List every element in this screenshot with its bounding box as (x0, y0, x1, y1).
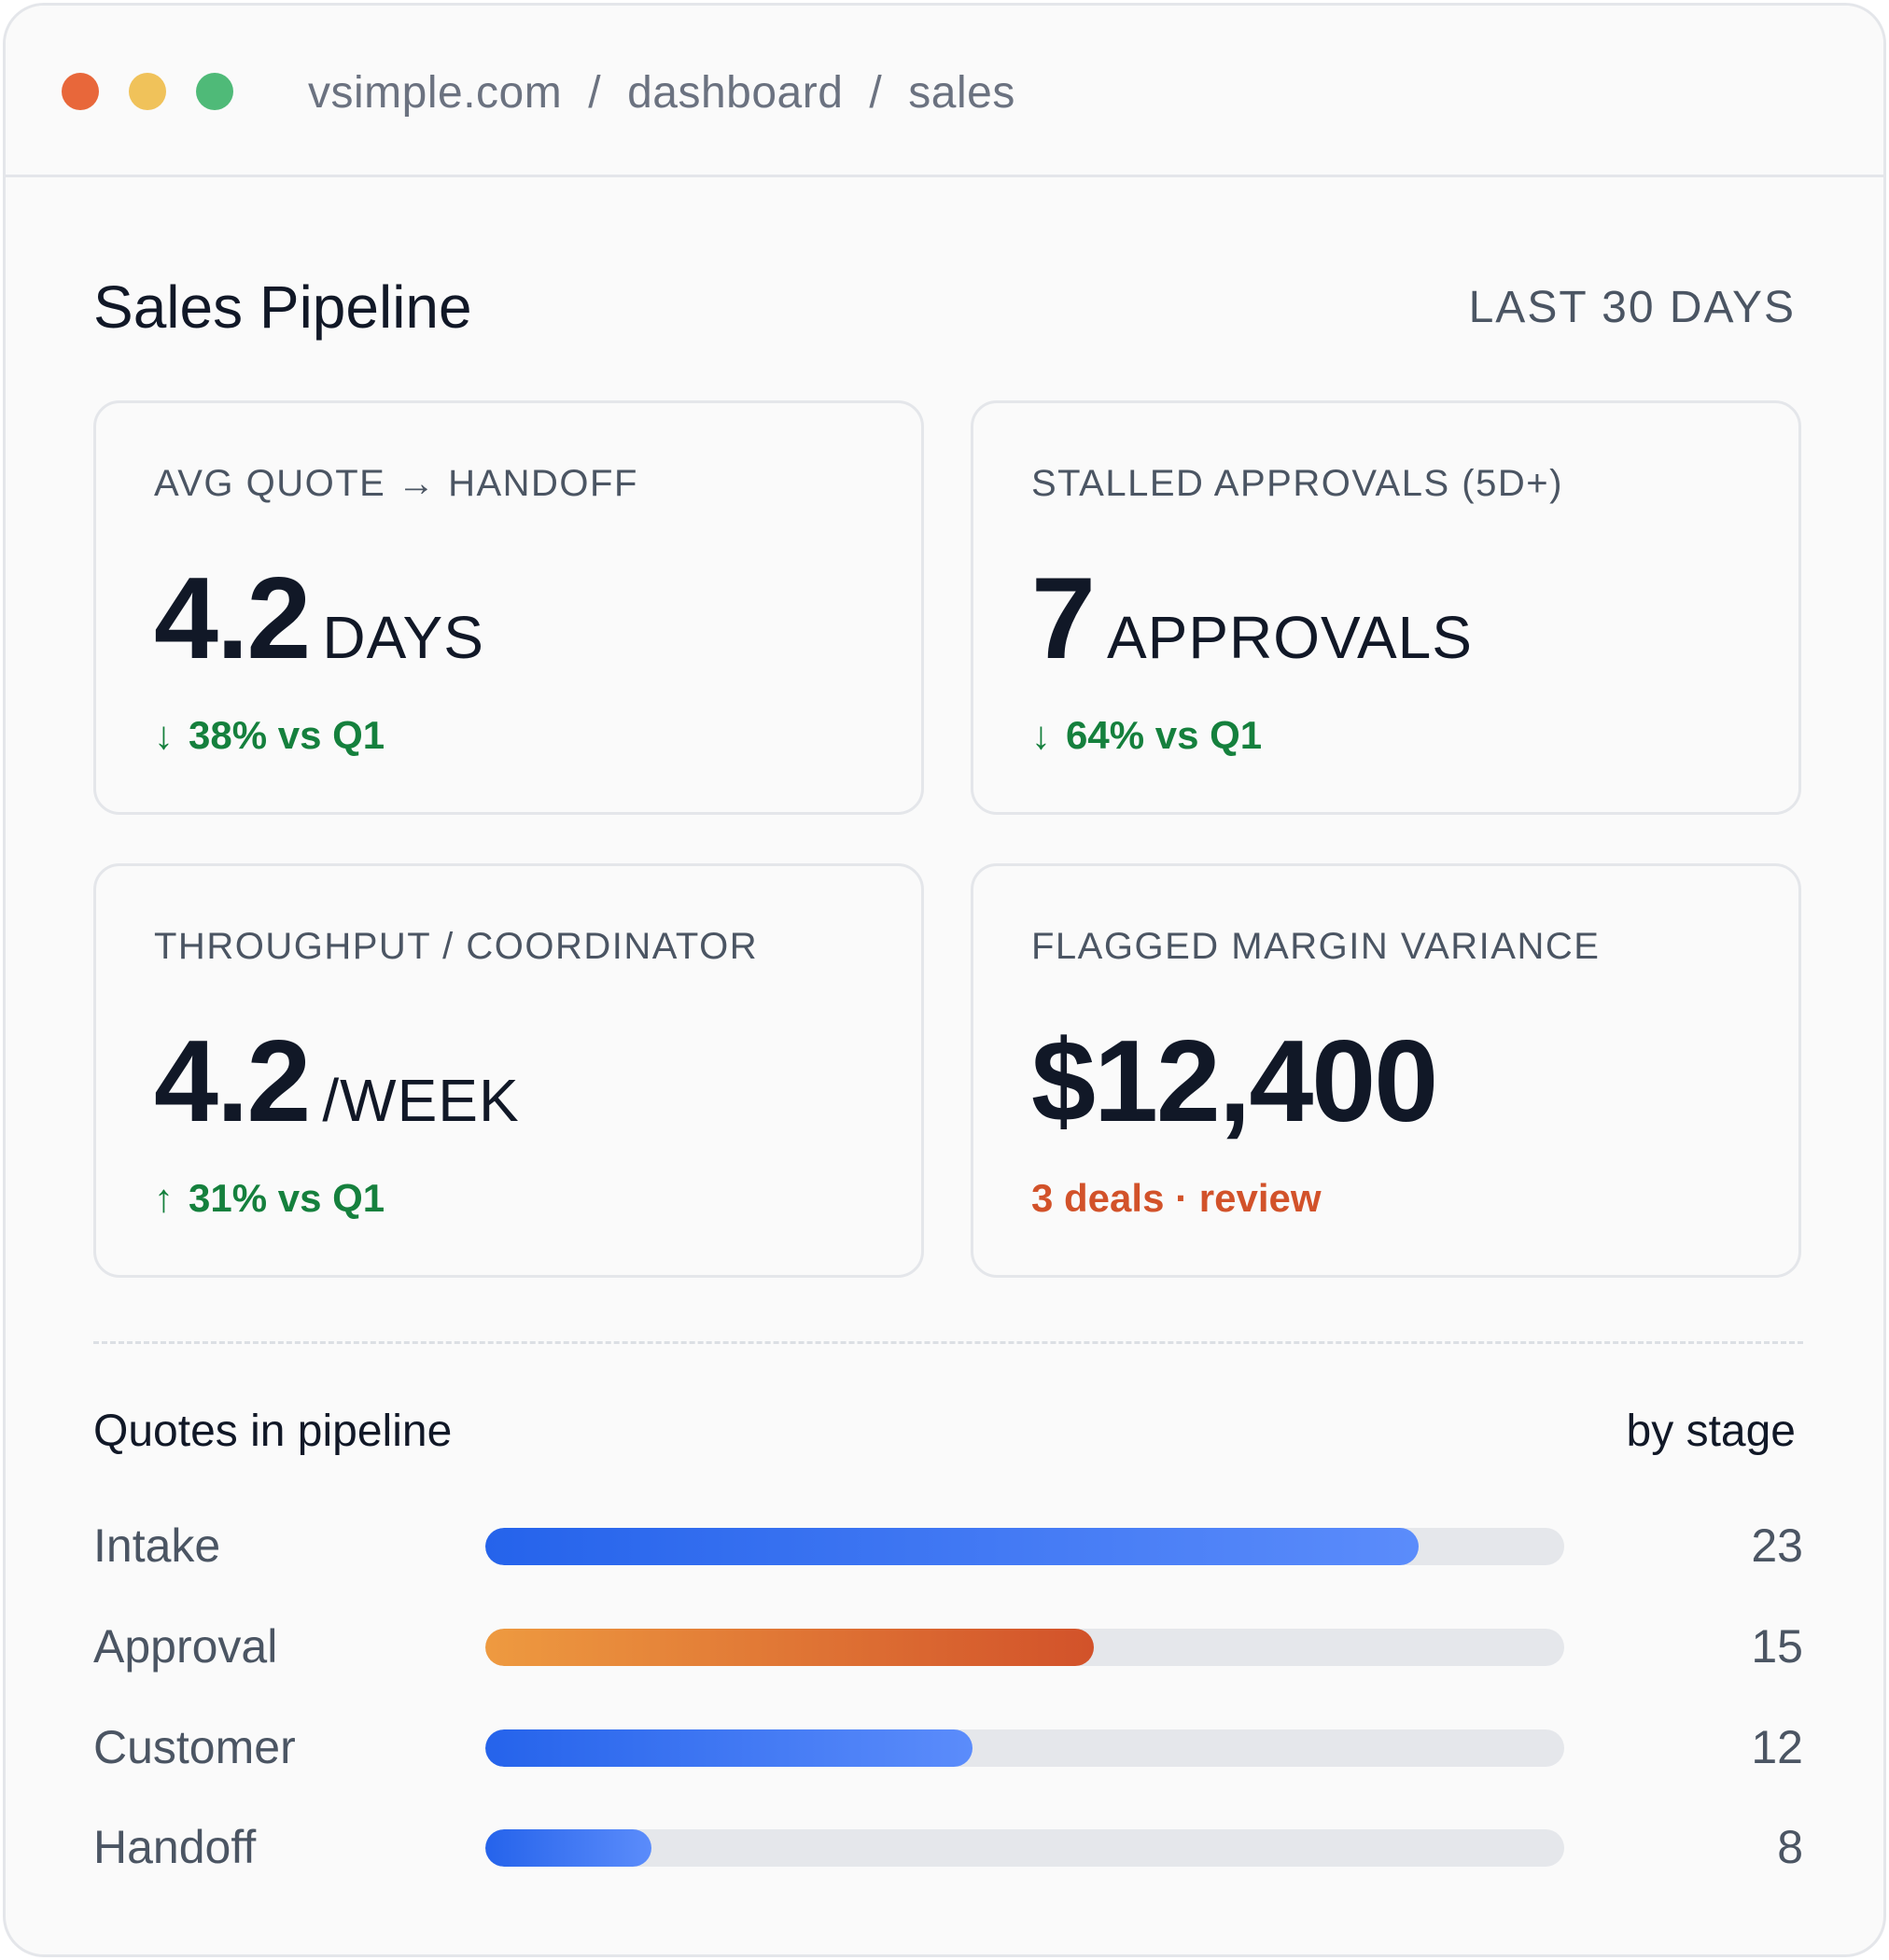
date-range-label[interactable]: LAST 30 DAYS (1468, 283, 1796, 332)
breadcrumb-separator: / (588, 68, 602, 118)
metric-unit: DAYS (322, 604, 484, 671)
stage-bar-track (485, 1629, 1564, 1666)
arrow-down-icon: ↓ (154, 713, 174, 757)
stage-bar-fill (485, 1528, 1419, 1565)
metric-value: $12,400 (1031, 1015, 1438, 1148)
metric-value: 4.2 DAYS (154, 553, 484, 685)
section-divider (93, 1341, 1803, 1344)
metric-number: 7 (1031, 554, 1096, 683)
stage-row-approval[interactable]: Approval 15 (93, 1610, 1803, 1685)
metric-trend[interactable]: 3 deals · review (1031, 1176, 1322, 1221)
stage-row-intake[interactable]: Intake 23 (93, 1509, 1803, 1584)
title-bar: vsimple.com / dashboard / sales (6, 6, 1883, 177)
metric-value: 4.2/WEEK (154, 1015, 520, 1148)
stage-label: Customer (93, 1721, 296, 1773)
metric-trend: ↑ 31% vs Q1 (154, 1176, 385, 1221)
stage-count: 23 (1751, 1519, 1803, 1572)
metric-trend-text: 64% vs Q1 (1066, 713, 1263, 757)
metric-unit: APPROVALS (1106, 604, 1473, 671)
stage-count: 8 (1777, 1821, 1803, 1873)
metric-card-throughput-coordinator[interactable]: THROUGHPUT / COORDINATOR 4.2/WEEK ↑ 31% v… (93, 863, 924, 1278)
metric-trend: ↓ 38% vs Q1 (154, 713, 385, 758)
stage-row-handoff[interactable]: Handoff 8 (93, 1811, 1803, 1885)
pipeline-grouping-label[interactable]: by stage (1626, 1407, 1796, 1456)
close-window-button[interactable] (62, 73, 99, 110)
minimize-window-button[interactable] (129, 73, 166, 110)
stage-bar-fill (485, 1729, 972, 1767)
metric-label: AVG QUOTE → HANDOFF (154, 463, 638, 504)
breadcrumb: vsimple.com / dashboard / sales (308, 67, 1015, 119)
stage-bar-fill (485, 1829, 652, 1867)
metric-trend-text: 31% vs Q1 (189, 1176, 385, 1220)
breadcrumb-separator: / (869, 68, 883, 118)
pipeline-title: Quotes in pipeline (93, 1407, 453, 1456)
metric-trend: ↓ 64% vs Q1 (1031, 713, 1262, 758)
breadcrumb-sales[interactable]: sales (908, 68, 1015, 118)
arrow-down-icon: ↓ (1031, 713, 1051, 757)
stage-row-customer[interactable]: Customer 12 (93, 1711, 1803, 1785)
stage-count: 15 (1751, 1620, 1803, 1673)
metric-label: THROUGHPUT / COORDINATOR (154, 926, 759, 967)
metric-card-avg-quote-handoff[interactable]: AVG QUOTE → HANDOFF 4.2 DAYS ↓ 38% vs Q1 (93, 400, 924, 815)
metric-trend-text: 38% vs Q1 (189, 713, 385, 757)
metric-card-flagged-margin-variance[interactable]: FLAGGED MARGIN VARIANCE $12,400 3 deals … (971, 863, 1801, 1278)
stage-count: 12 (1751, 1721, 1803, 1773)
breadcrumb-dashboard[interactable]: dashboard (627, 68, 844, 118)
stage-bar-fill (485, 1629, 1094, 1666)
breadcrumb-domain[interactable]: vsimple.com (308, 68, 563, 118)
browser-window: vsimple.com / dashboard / sales Sales Pipeli… (3, 3, 1886, 1957)
page-title: Sales Pipeline (93, 273, 472, 341)
metric-unit: /WEEK (322, 1067, 520, 1134)
stage-bar-track (485, 1829, 1564, 1867)
arrow-up-icon: ↑ (154, 1176, 174, 1220)
stage-bar-track (485, 1729, 1564, 1767)
zoom-window-button[interactable] (196, 73, 233, 110)
metric-label: FLAGGED MARGIN VARIANCE (1031, 926, 1601, 967)
stage-label: Intake (93, 1519, 221, 1572)
metric-number: $12,400 (1031, 1017, 1438, 1146)
metric-number: 4.2 (154, 1017, 311, 1146)
stage-bar-track (485, 1528, 1564, 1565)
metric-number: 4.2 (154, 554, 311, 683)
metric-value: 7 APPROVALS (1031, 553, 1473, 685)
stage-label: Approval (93, 1620, 278, 1673)
review-deals-link[interactable]: 3 deals · review (1031, 1176, 1322, 1220)
metric-label: STALLED APPROVALS (5D+) (1031, 463, 1563, 504)
stage-label: Handoff (93, 1821, 257, 1873)
metric-card-stalled-approvals[interactable]: STALLED APPROVALS (5D+) 7 APPROVALS ↓ 64% … (971, 400, 1801, 815)
